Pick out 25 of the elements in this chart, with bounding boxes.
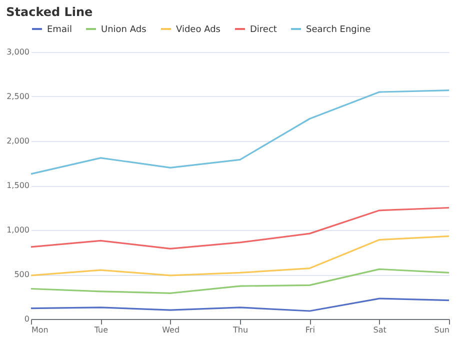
legend-label: Video Ads: [176, 25, 221, 35]
legend-label: Union Ads: [101, 25, 147, 35]
x-tick-label: Tue: [93, 326, 108, 334]
line-series: [30, 268, 450, 294]
y-tick-label: 3,000: [6, 48, 30, 56]
line-series: [30, 206, 450, 250]
legend-label: Search Engine: [306, 25, 372, 35]
x-tick-label: Sun: [434, 326, 450, 334]
y-tick-label: 1,500: [6, 181, 30, 190]
line-series: [30, 298, 450, 312]
legend-label: Email: [47, 25, 72, 35]
y-tick-label: 0: [24, 314, 30, 324]
line-series: [30, 235, 450, 276]
legend-label: Direct: [250, 25, 278, 35]
y-tick-label: 1,000: [6, 226, 30, 234]
x-tick-label: Thu: [232, 326, 248, 334]
y-tick-label: 2,000: [6, 136, 30, 146]
x-tick-label: Wed: [162, 326, 180, 334]
line-series: [30, 89, 450, 175]
x-tick-label: Mon: [32, 326, 48, 334]
x-tick-label: Fri: [305, 326, 315, 334]
chart-title: Stacked Line: [6, 5, 93, 19]
y-tick-label: 2,500: [6, 92, 30, 101]
y-tick-label: 500: [14, 270, 30, 279]
x-tick-label: Sat: [373, 326, 386, 334]
